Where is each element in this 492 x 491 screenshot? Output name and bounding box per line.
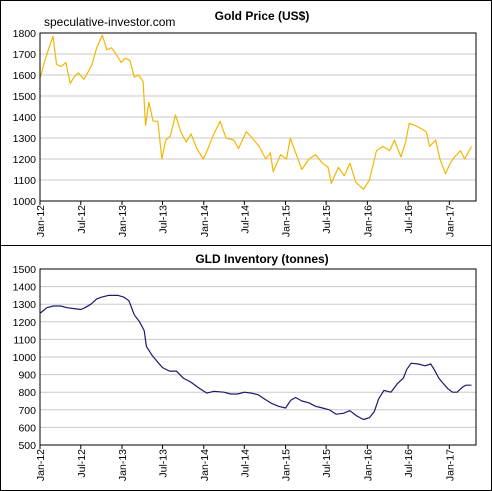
- gld-inventory-chart: 500600700800900100011001200130014001500 …: [13, 252, 477, 481]
- gld-plot-frame: [39, 268, 477, 446]
- gold-y-axis: 1000 1100 1200 1300 1400 1500 1600 1700 1800: [13, 28, 37, 208]
- gld-x-tick-label: Jan-12: [35, 449, 47, 481]
- gold-x-tick-label: Jan-12: [35, 205, 47, 237]
- gold-y-tick-label: 1700: [13, 49, 37, 61]
- gold-y-tick-label: 1500: [13, 91, 37, 103]
- gld-x-tick-label: Jan-15: [281, 449, 293, 481]
- gld-y-tick-label: 1300: [13, 299, 37, 311]
- gld-y-tick-label: 1200: [13, 317, 37, 329]
- gold-y-tick-label: 1200: [13, 154, 37, 166]
- gld-x-tick-label: Jul-13: [158, 449, 170, 478]
- gold-x-tick-label: Jan-17: [444, 205, 456, 237]
- gold-x-axis: Jan-12 Jul-12 Jan-13 Jul-13 Jan-14 Jul-14 Jan-…: [35, 201, 456, 237]
- gld-x-tick-label: Jul-15: [321, 449, 333, 478]
- gld-y-tick-label: 1500: [13, 264, 37, 276]
- gld-y-tick-label: 600: [18, 422, 36, 434]
- gold-y-tick-label: 1100: [13, 175, 36, 187]
- gold-y-tick-label: 1400: [13, 112, 37, 124]
- gold-price-line: [39, 34, 473, 190]
- gold-price-chart: 1000 1100 1200 1300 1400 1500 1600 1700 1800 Jan…: [13, 9, 477, 237]
- gld-chart-title: GLD Inventory (tonnes): [195, 252, 328, 266]
- gld-y-tick-label: 900: [18, 370, 36, 382]
- gold-chart-title: Gold Price (US$): [215, 9, 310, 23]
- gold-x-tick-label: Jul-12: [76, 205, 88, 234]
- gold-x-tick-label: Jul-13: [158, 205, 170, 234]
- gold-x-tick-label: Jul-15: [321, 205, 333, 234]
- gld-x-tick-label: Jan-13: [117, 449, 129, 481]
- gld-y-tick-label: 500: [18, 440, 36, 452]
- gold-y-tick-label: 1800: [13, 28, 37, 40]
- gold-x-tick-label: Jul-16: [403, 205, 415, 234]
- gld-y-tick-label: 1100: [13, 334, 36, 346]
- gold-x-tick-label: Jul-14: [239, 205, 251, 234]
- watermark: speculative-investor.com: [44, 15, 175, 29]
- gold-y-tick-label: 1600: [13, 70, 37, 82]
- gld-x-tick-label: Jul-16: [403, 449, 415, 478]
- gld-y-tick-label: 1400: [13, 282, 37, 294]
- gold-y-tick-label: 1000: [13, 196, 37, 208]
- gold-x-tick-label: Jan-15: [281, 205, 293, 237]
- gold-y-tick-label: 1300: [13, 133, 37, 145]
- gld-y-tick-label: 1000: [13, 352, 37, 364]
- gld-y-tick-label: 700: [18, 405, 36, 417]
- gld-x-tick-label: Jan-16: [362, 449, 374, 481]
- gold-plot-frame: [39, 32, 477, 202]
- gold-x-tick-label: Jan-13: [117, 205, 129, 237]
- gld-y-axis: 500 600 700 800 900 1000 1100 1200 1300 1400 1500: [13, 264, 37, 452]
- gld-inventory-line: [40, 294, 472, 421]
- gld-y-tick-label: 800: [18, 387, 36, 399]
- gold-x-tick-label: Jan-16: [362, 205, 374, 237]
- gld-x-tick-label: Jul-12: [76, 449, 88, 478]
- gld-x-tick-label: Jan-14: [199, 449, 211, 481]
- gold-x-tick-label: Jan-14: [199, 205, 211, 237]
- gld-x-axis: Jan-12 Jul-12 Jan-13 Jul-13 Jan-14 Jul-14 Jan-…: [35, 445, 456, 481]
- gld-x-tick-label: Jul-14: [239, 449, 251, 478]
- gld-x-tick-label: Jan-17: [444, 449, 456, 481]
